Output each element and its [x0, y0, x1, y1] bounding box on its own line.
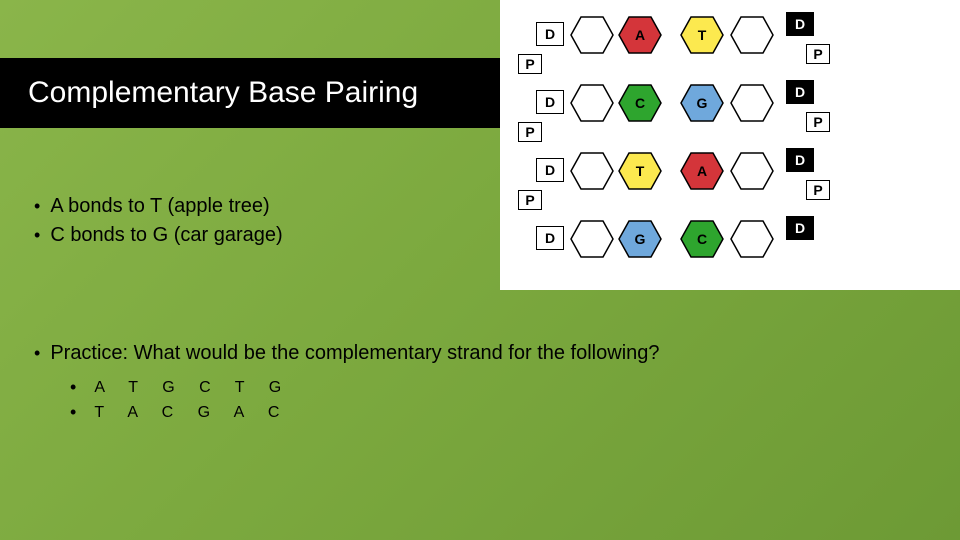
backbone-hexagon [570, 220, 614, 258]
base-hexagon: C [618, 84, 662, 122]
backbone-hexagon [730, 220, 774, 258]
bullet-icon: • [70, 402, 76, 423]
bullet-icon: • [34, 196, 40, 217]
ladder-rung: D GC D [508, 212, 853, 268]
phosphate-label: P [518, 54, 542, 74]
deoxyribose-label: D [536, 226, 564, 250]
practice-section: • Practice: What would be the complement… [34, 342, 914, 427]
backbone-hexagon [570, 16, 614, 54]
slide-title: Complementary Base Pairing [28, 76, 418, 110]
phosphate-label: P [806, 180, 830, 200]
practice-row-text: A T G C T G [94, 379, 291, 397]
deoxyribose-label: D [536, 22, 564, 46]
body-bullets: • A bonds to T (apple tree) • C bonds to… [34, 195, 484, 253]
phosphate-label: P [806, 44, 830, 64]
practice-row: • T A C G A C [70, 402, 914, 423]
phosphate-label: P [518, 190, 542, 210]
deoxyribose-label: D [536, 90, 564, 114]
dna-helix [861, 0, 956, 290]
phosphate-label: P [806, 112, 830, 132]
bullet-item: • A bonds to T (apple tree) [34, 195, 484, 218]
dna-ladder: DATDPPDCGDPPDTADPPDGCD [508, 0, 853, 290]
deoxyribose-label: D [786, 12, 814, 36]
practice-row: • A T G C T G [70, 377, 914, 398]
bullet-icon: • [34, 343, 40, 364]
practice-prompt: • Practice: What would be the complement… [34, 342, 914, 365]
ladder-rung: DCGDPP [508, 76, 853, 132]
base-hexagon: G [618, 220, 662, 258]
base-hexagon: C [680, 220, 724, 258]
backbone-hexagon [570, 152, 614, 190]
bullet-icon: • [70, 377, 76, 398]
deoxyribose-label: D [786, 148, 814, 172]
ladder-rung: DATDPP [508, 8, 853, 64]
practice-row-text: T A C G A C [94, 404, 289, 422]
practice-text: Practice: What would be the complementar… [50, 342, 659, 365]
ladder-rung: DTADPP [508, 144, 853, 200]
base-hexagon: A [680, 152, 724, 190]
title-bar: Complementary Base Pairing [0, 58, 500, 128]
practice-answers: • A T G C T G • T A C G A C [70, 377, 914, 423]
deoxyribose-label: D [786, 80, 814, 104]
backbone-hexagon [730, 16, 774, 54]
dna-diagram: DATDPPDCGDPPDTADPPDGCD [500, 0, 960, 290]
bullet-item: • C bonds to G (car garage) [34, 224, 484, 247]
deoxyribose-label: D [536, 158, 564, 182]
bullet-text: C bonds to G (car garage) [50, 224, 282, 247]
base-hexagon: A [618, 16, 662, 54]
phosphate-label: P [518, 122, 542, 142]
base-hexagon: G [680, 84, 724, 122]
base-hexagon: T [618, 152, 662, 190]
deoxyribose-label: D [786, 216, 814, 240]
backbone-hexagon [570, 84, 614, 122]
base-hexagon: T [680, 16, 724, 54]
backbone-hexagon [730, 152, 774, 190]
backbone-hexagon [730, 84, 774, 122]
bullet-text: A bonds to T (apple tree) [50, 195, 269, 218]
bullet-icon: • [34, 225, 40, 246]
